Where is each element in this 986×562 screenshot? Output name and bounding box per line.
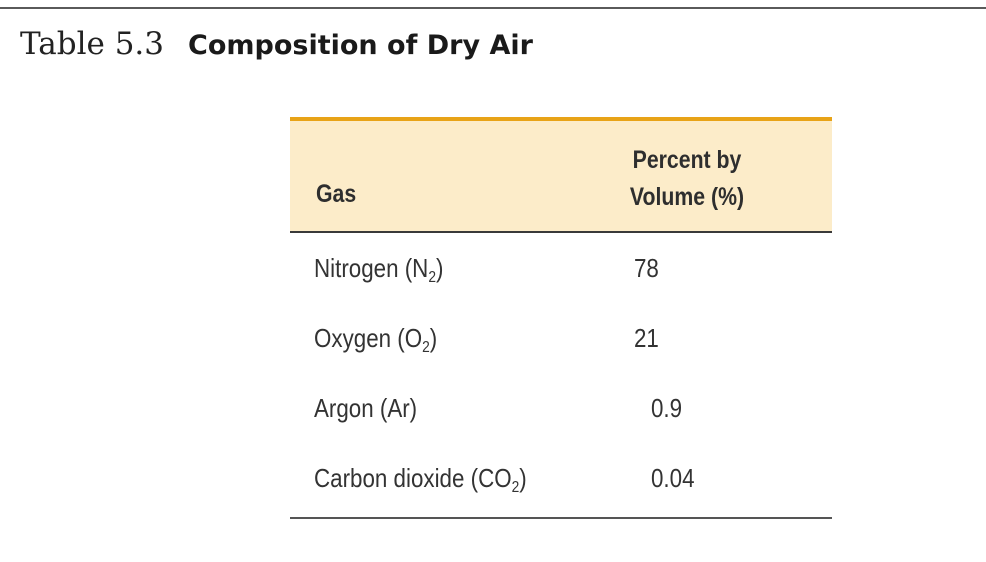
table-bottom-rule (290, 517, 832, 519)
table-row: Oxygen (O2) 21 (290, 305, 832, 375)
top-divider (0, 7, 986, 9)
table-row: Argon (Ar) 0.9 (290, 375, 832, 445)
gas-cell: Carbon dioxide (CO2) (314, 463, 527, 496)
composition-table: Gas Percent by Volume (%) Nitrogen (N2) … (290, 117, 832, 519)
percent-cell: 21 (634, 323, 659, 353)
gas-cell: Oxygen (O2) (314, 323, 438, 356)
column-header-gas: Gas (316, 180, 357, 208)
percent-cell: 78 (634, 253, 659, 283)
table-header: Gas Percent by Volume (%) (290, 121, 832, 233)
percent-cell: 0.04 (651, 463, 695, 493)
table-number: Table 5.3 (20, 26, 165, 62)
table-row: Nitrogen (N2) 78 (290, 235, 832, 305)
gas-cell: Argon (Ar) (314, 393, 418, 423)
table-row: Carbon dioxide (CO2) 0.04 (290, 445, 832, 515)
gas-cell: Nitrogen (N2) (314, 253, 444, 286)
table-body: Nitrogen (N2) 78 Oxygen (O2) 21 Argon (A… (290, 235, 832, 515)
column-header-percent: Percent by Volume (%) (589, 142, 785, 216)
column-header-percent-line1: Percent by (632, 146, 742, 174)
column-header-percent-line2: Volume (%) (629, 183, 745, 211)
percent-cell: 0.9 (651, 393, 683, 423)
table-caption: Table 5.3 Composition of Dry Air (20, 26, 533, 62)
table-title: Composition of Dry Air (188, 30, 533, 61)
table-accent-rule (290, 117, 832, 121)
